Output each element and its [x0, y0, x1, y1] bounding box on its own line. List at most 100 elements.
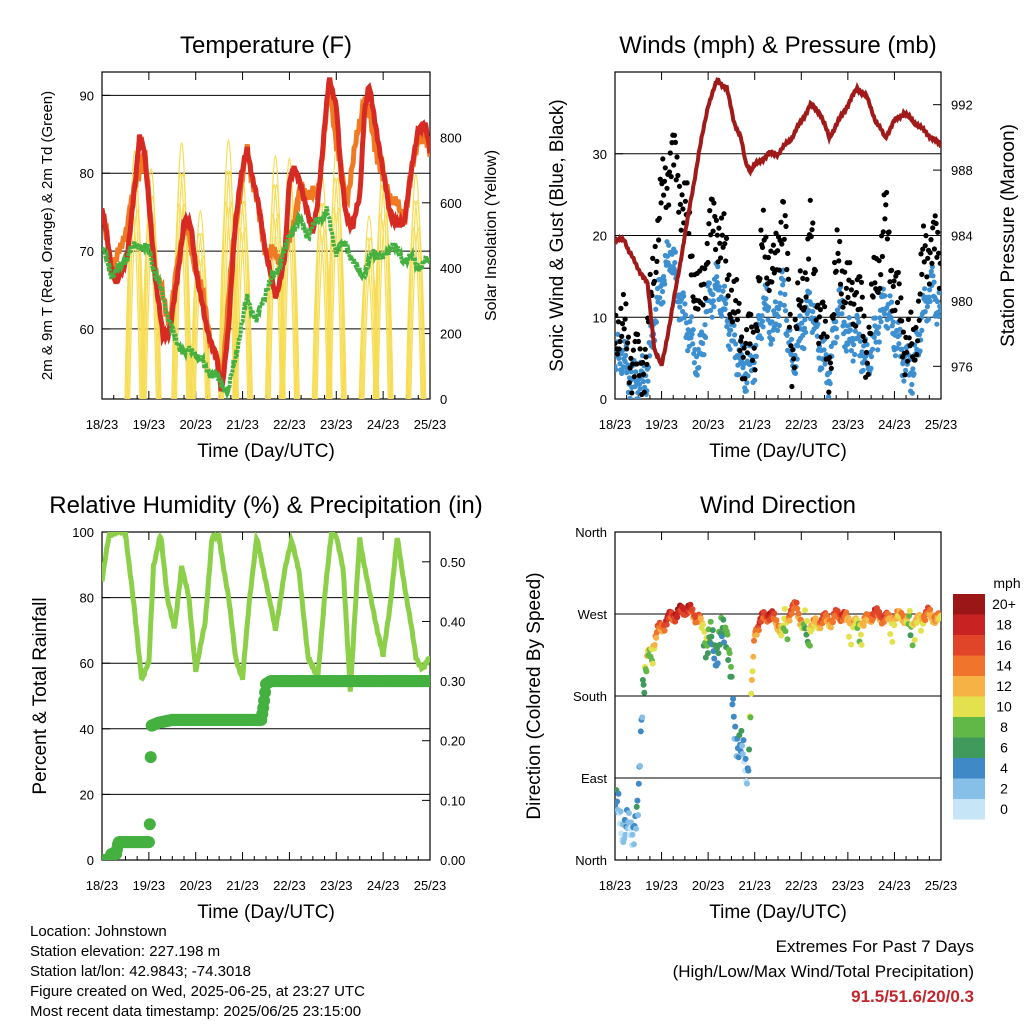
- direction-point: [748, 677, 755, 683]
- direction-point: [744, 780, 750, 787]
- gust-point: [879, 233, 885, 239]
- gust-point: [765, 254, 772, 261]
- gust-point: [931, 246, 938, 252]
- gust-point: [701, 281, 707, 287]
- y2-tick-label: 976: [951, 359, 973, 374]
- y2-axis-label-1: Station Pressure (Maroon): [998, 124, 1019, 347]
- gust-point: [816, 340, 822, 346]
- wind-point: [890, 319, 896, 325]
- gust-point: [905, 358, 911, 364]
- chart-title-3: Wind Direction: [700, 492, 856, 519]
- wind-point: [856, 319, 862, 325]
- direction-point: [626, 810, 632, 816]
- wind-point: [924, 304, 931, 310]
- gust-point: [664, 185, 670, 191]
- wind-point: [662, 281, 668, 287]
- direction-point: [784, 636, 791, 643]
- wind-point: [846, 315, 852, 321]
- gust-point: [673, 177, 679, 183]
- temperature-series: [102, 77, 430, 399]
- wind-point: [909, 390, 915, 396]
- gust-point: [827, 360, 834, 366]
- solar-insolation-line: [325, 207, 343, 399]
- direction-point: [730, 713, 737, 720]
- gust-point: [900, 329, 907, 335]
- direction-point: [634, 797, 641, 804]
- gust-point: [791, 365, 798, 371]
- gust-point: [783, 223, 789, 229]
- wind-point: [860, 367, 866, 373]
- gust-point: [908, 309, 914, 315]
- x-axis-label-1: Time (Day/UTC): [709, 441, 847, 462]
- direction-point: [708, 633, 715, 640]
- wind-point: [690, 341, 696, 347]
- gust-point: [791, 356, 797, 362]
- gust-point: [807, 197, 813, 203]
- gust-point: [883, 202, 889, 208]
- direction-point: [704, 650, 711, 657]
- y-axis-label-2: Percent & Total Rainfall: [30, 597, 51, 794]
- y2-tick-label: 0.50: [440, 555, 465, 570]
- gust-point: [734, 277, 740, 283]
- direction-point: [641, 689, 648, 696]
- gust-point: [713, 217, 720, 223]
- chart-title-1: Winds (mph) & Pressure (mb): [619, 32, 936, 59]
- direction-point: [697, 615, 704, 622]
- wind-point: [934, 321, 940, 327]
- wind-point: [797, 313, 803, 319]
- wind-point: [628, 369, 634, 375]
- gust-point: [843, 285, 850, 291]
- solar-insolation-line: [312, 203, 330, 399]
- wind-point: [700, 340, 706, 346]
- gust-point: [872, 280, 878, 286]
- gust-point: [913, 324, 919, 331]
- y-tick-label: 80: [80, 166, 94, 181]
- gust-point: [853, 289, 860, 296]
- solar-insolation-line: [266, 184, 283, 399]
- wind-point: [815, 321, 821, 327]
- gust-point: [718, 215, 725, 221]
- x-tick-label: 24/23: [367, 878, 400, 893]
- wind-point: [850, 358, 856, 364]
- x-tick-label: 24/23: [878, 878, 911, 893]
- gust-point: [677, 201, 684, 207]
- wind-point: [695, 346, 701, 352]
- wind-point: [896, 332, 903, 338]
- wind-point: [653, 319, 660, 325]
- direction-point: [755, 627, 762, 634]
- wind-point: [768, 341, 774, 347]
- wind-point: [887, 293, 893, 299]
- gust-point: [690, 294, 696, 300]
- gust-point: [671, 132, 678, 138]
- gust-point: [640, 359, 646, 366]
- direction-point: [906, 607, 913, 614]
- wind-point: [723, 301, 729, 307]
- solar-insolation-line: [375, 155, 392, 399]
- wind-point: [834, 334, 840, 340]
- gust-point: [661, 192, 667, 198]
- wind-point: [894, 345, 900, 351]
- gust-point: [832, 259, 838, 266]
- gust-point: [787, 311, 793, 317]
- gust-point: [702, 266, 708, 272]
- y-tick-label: North: [575, 525, 607, 540]
- direction-point: [615, 798, 621, 805]
- wind-point: [677, 304, 683, 310]
- wind-point: [640, 378, 647, 385]
- rh-series: [102, 532, 430, 860]
- gust-point: [743, 340, 749, 346]
- x-tick-label: 23/23: [320, 878, 353, 893]
- gust-point: [906, 335, 912, 341]
- y-tick-label: 10: [593, 310, 607, 325]
- wind-point: [822, 361, 828, 367]
- wind-point: [672, 260, 678, 266]
- wind-point: [666, 242, 672, 248]
- wind-point: [878, 319, 884, 325]
- wind-point: [881, 311, 888, 317]
- wind-point: [744, 380, 750, 386]
- gust-point: [770, 265, 776, 272]
- wind-point: [706, 280, 713, 286]
- gust-point: [842, 300, 849, 306]
- legend-label: 8: [1000, 719, 1008, 735]
- gust-point: [750, 329, 756, 335]
